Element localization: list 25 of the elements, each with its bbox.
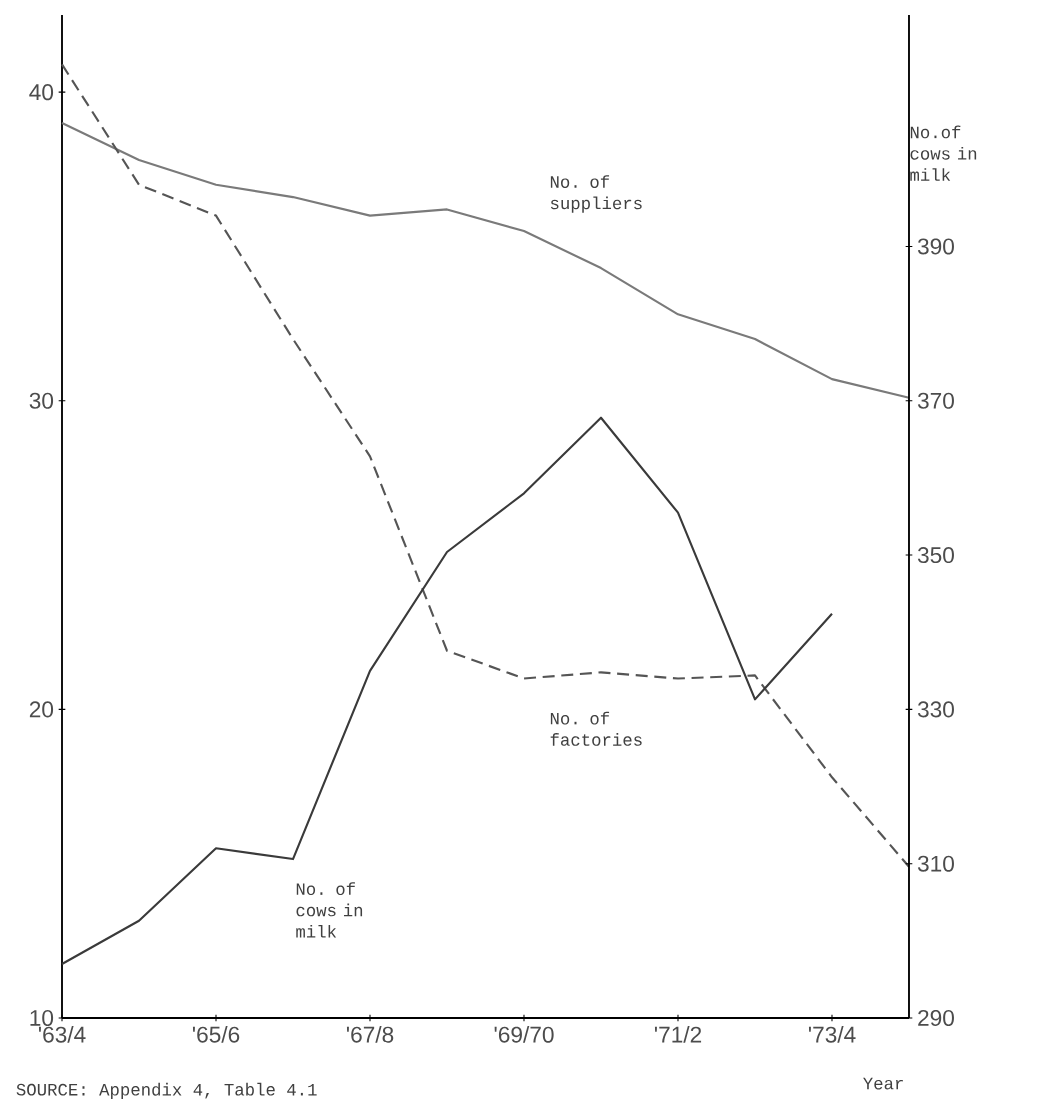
x-tick-label: '73/4 — [808, 1026, 856, 1043]
y2-tick-label: 290 — [918, 1009, 954, 1027]
text: No. of factories — [550, 711, 642, 746]
y2-tick-label: 330 — [917, 701, 954, 718]
y-tick-label: 20 — [29, 701, 54, 718]
y2-tick-label: 370 — [917, 392, 954, 409]
y2-tick-label: 390 — [917, 238, 954, 255]
y-tick-label: 10 — [30, 1009, 54, 1027]
x-tick-label: '63/4 — [38, 1026, 86, 1043]
y2-tick-label: 350 — [917, 547, 954, 564]
series-label: No. of suppliers — [550, 175, 642, 213]
x-axis-title: Year — [863, 1077, 903, 1090]
y2-axis-title: No.of cows in milk — [910, 125, 977, 181]
line-series — [60, 63, 911, 868]
y-tick-label: 30 — [29, 392, 54, 409]
x-tick-label: '71/2 — [654, 1026, 702, 1043]
line-series — [60, 416, 834, 966]
x-tick-label: '67/8 — [346, 1026, 394, 1043]
x-tick-label: '69/70 — [494, 1026, 554, 1043]
line-series — [60, 121, 911, 399]
x-tick-label: '65/6 — [192, 1026, 240, 1043]
series-label: No. of cows in milk — [296, 882, 363, 938]
y2-tick-label: 310 — [917, 855, 954, 872]
source-note: SOURCE: Appendix 4, Table 4.1 — [16, 1082, 317, 1100]
y-tick-label: 40 — [29, 84, 54, 101]
